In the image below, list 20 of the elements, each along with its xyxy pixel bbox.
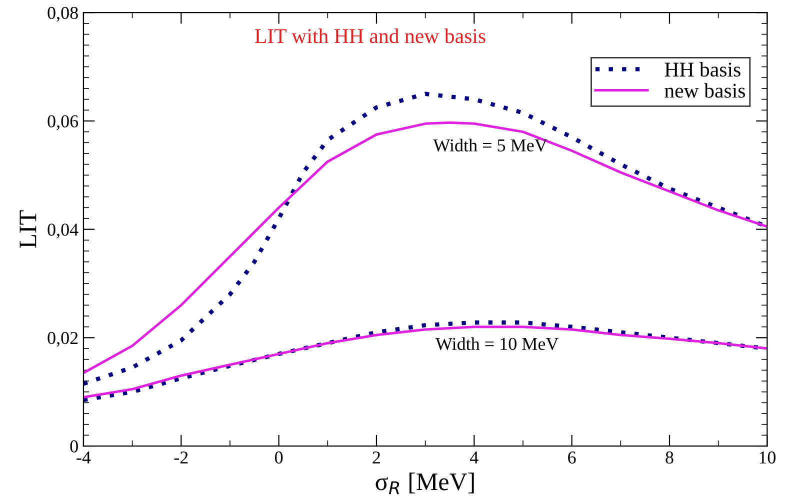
x-tick-label: 8 (666, 451, 674, 464)
x-tick-label: -2 (174, 451, 188, 464)
x-tick-label: 4 (470, 452, 478, 464)
x-tick-label: 0 (274, 451, 283, 464)
x-tick-label: 2 (372, 451, 380, 464)
text: LIT with HH and new basis (255, 28, 486, 44)
x-axis-title: σ$_{R}$ [MeV] (376, 472, 474, 494)
x-tick-label: -4 (76, 452, 91, 464)
y-tick-label: 0,02 (48, 332, 78, 347)
legend-label: HH basis (664, 62, 740, 77)
annotation: Width = 5 MeV (433, 138, 548, 152)
legend-label: new basis (664, 83, 745, 98)
y-tick-label: 0,08 (48, 6, 78, 22)
x-tick-label: 6 (568, 451, 576, 464)
y-tick-label: 0,04 (48, 224, 78, 238)
y-tick-label: 0 (70, 440, 78, 452)
annotation: Width = 10 MeV (435, 337, 559, 350)
y-axis-title: LIT (20, 210, 36, 248)
y-tick-label: 0,06 (48, 115, 78, 130)
x-tick-label: 10 (760, 451, 776, 464)
